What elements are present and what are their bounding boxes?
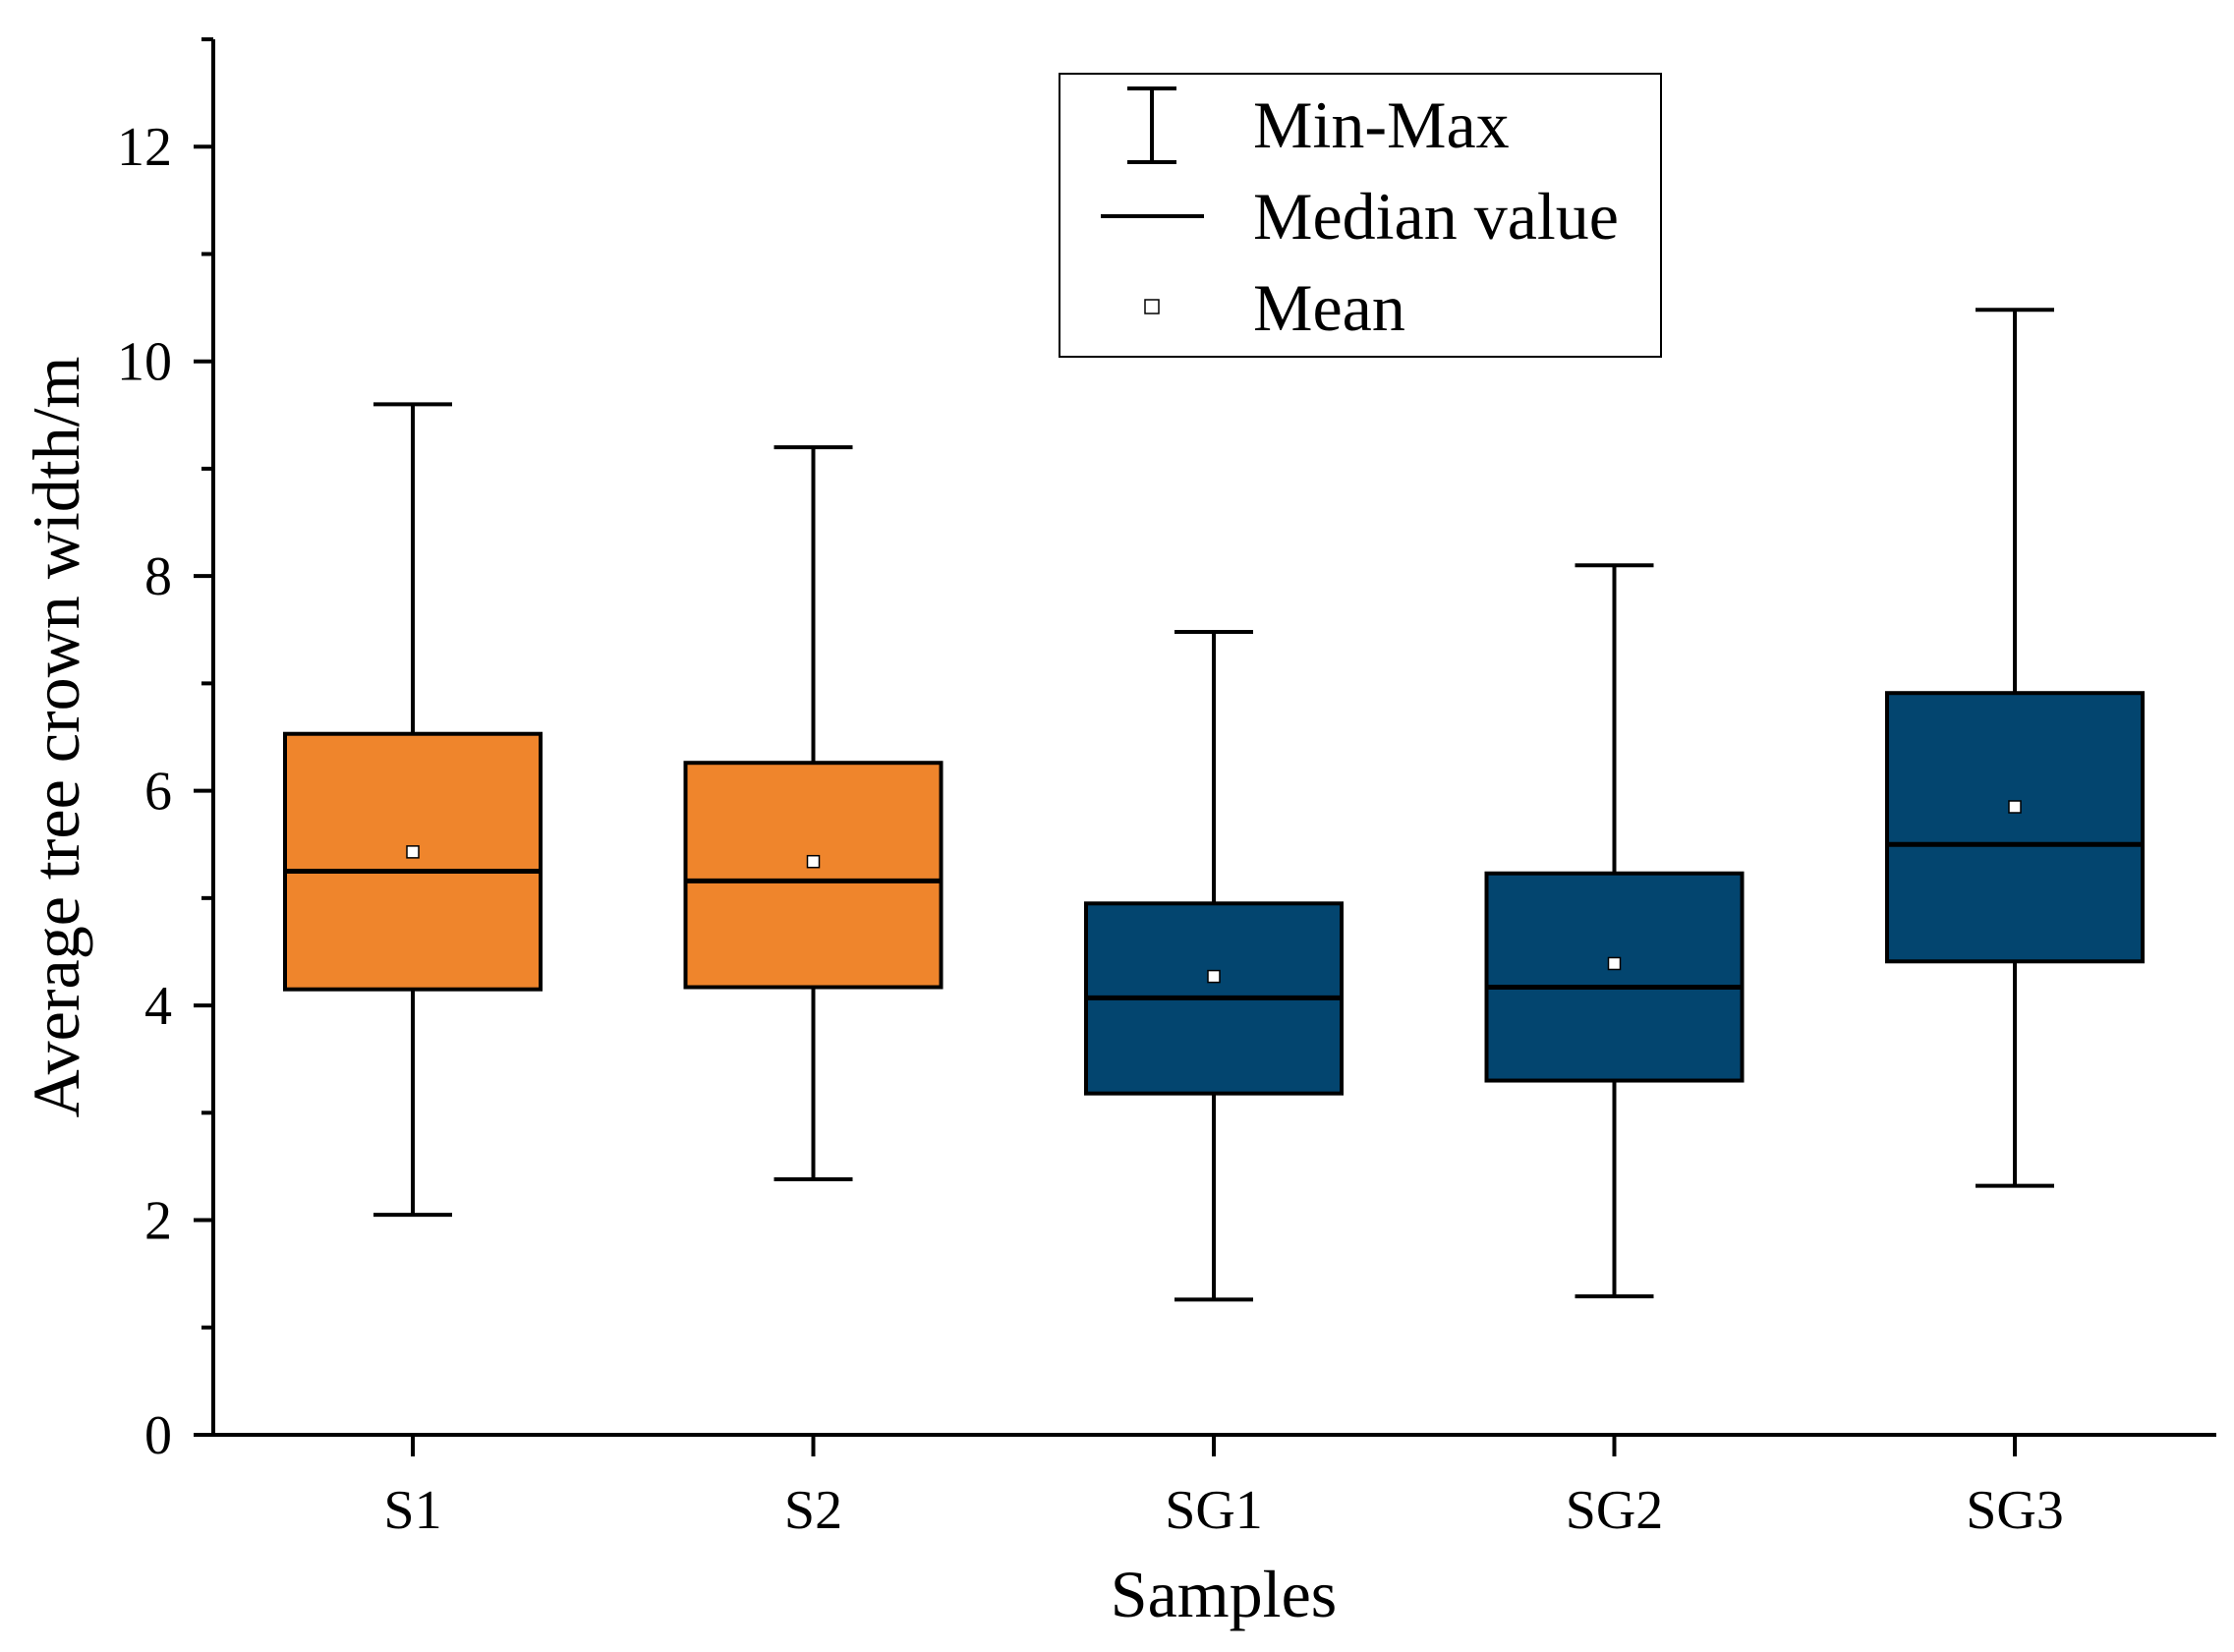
y-axis-title: Average tree crown width/m bbox=[19, 357, 93, 1118]
min-max-whisker-icon bbox=[1127, 86, 1176, 164]
mean-marker-s2 bbox=[806, 854, 821, 869]
iqr-box-s2 bbox=[683, 761, 944, 990]
box-s2 bbox=[683, 445, 944, 1182]
box-sg3 bbox=[1885, 308, 2145, 1188]
x-tick-label-sg1: SG1 bbox=[1165, 1480, 1263, 1541]
y-axis-ticks: 0 2 4 6 8 10 12 bbox=[117, 37, 213, 1466]
y-tick-label-12: 12 bbox=[117, 117, 172, 178]
y-tick-label-10: 10 bbox=[117, 332, 172, 393]
mean-marker-sg1 bbox=[1207, 969, 1221, 984]
iqr-box-sg3 bbox=[1885, 691, 2145, 964]
iqr-box-s1 bbox=[283, 731, 543, 992]
mean-marker-s1 bbox=[406, 845, 420, 859]
y-tick-label-8: 8 bbox=[144, 546, 172, 607]
legend-item-min-max: Min-Max bbox=[1127, 86, 1510, 164]
legend-label-min-max: Min-Max bbox=[1253, 87, 1510, 162]
legend: Min-Max Median value Mean bbox=[1059, 73, 1662, 358]
legend-item-mean: Mean bbox=[1144, 270, 1405, 345]
y-tick-label-6: 6 bbox=[144, 762, 172, 823]
box-series bbox=[283, 308, 2145, 1302]
legend-label-median: Median value bbox=[1253, 179, 1619, 254]
mean-marker-sg3 bbox=[2008, 800, 2022, 814]
x-axis-title: Samples bbox=[1111, 1557, 1337, 1631]
legend-label-mean: Mean bbox=[1253, 270, 1405, 345]
x-tick-label-sg2: SG2 bbox=[1566, 1480, 1664, 1541]
x-tick-label-s1: S1 bbox=[383, 1480, 441, 1541]
x-tick-label-s2: S2 bbox=[784, 1480, 842, 1541]
mean-marker-sg2 bbox=[1607, 956, 1622, 971]
box-s1 bbox=[283, 402, 543, 1218]
y-tick-label-4: 4 bbox=[144, 976, 172, 1037]
x-axis-ticks: S1 S2 SG1 SG2 SG3 bbox=[383, 1435, 2064, 1541]
box-sg1 bbox=[1084, 629, 1344, 1302]
legend-item-median: Median value bbox=[1101, 179, 1619, 254]
box-sg2 bbox=[1484, 563, 1745, 1299]
x-tick-label-sg3: SG3 bbox=[1966, 1480, 2064, 1541]
iqr-box-sg2 bbox=[1484, 871, 1745, 1083]
y-tick-label-2: 2 bbox=[144, 1191, 172, 1252]
y-tick-label-0: 0 bbox=[144, 1405, 172, 1466]
mean-square-icon bbox=[1144, 299, 1160, 314]
